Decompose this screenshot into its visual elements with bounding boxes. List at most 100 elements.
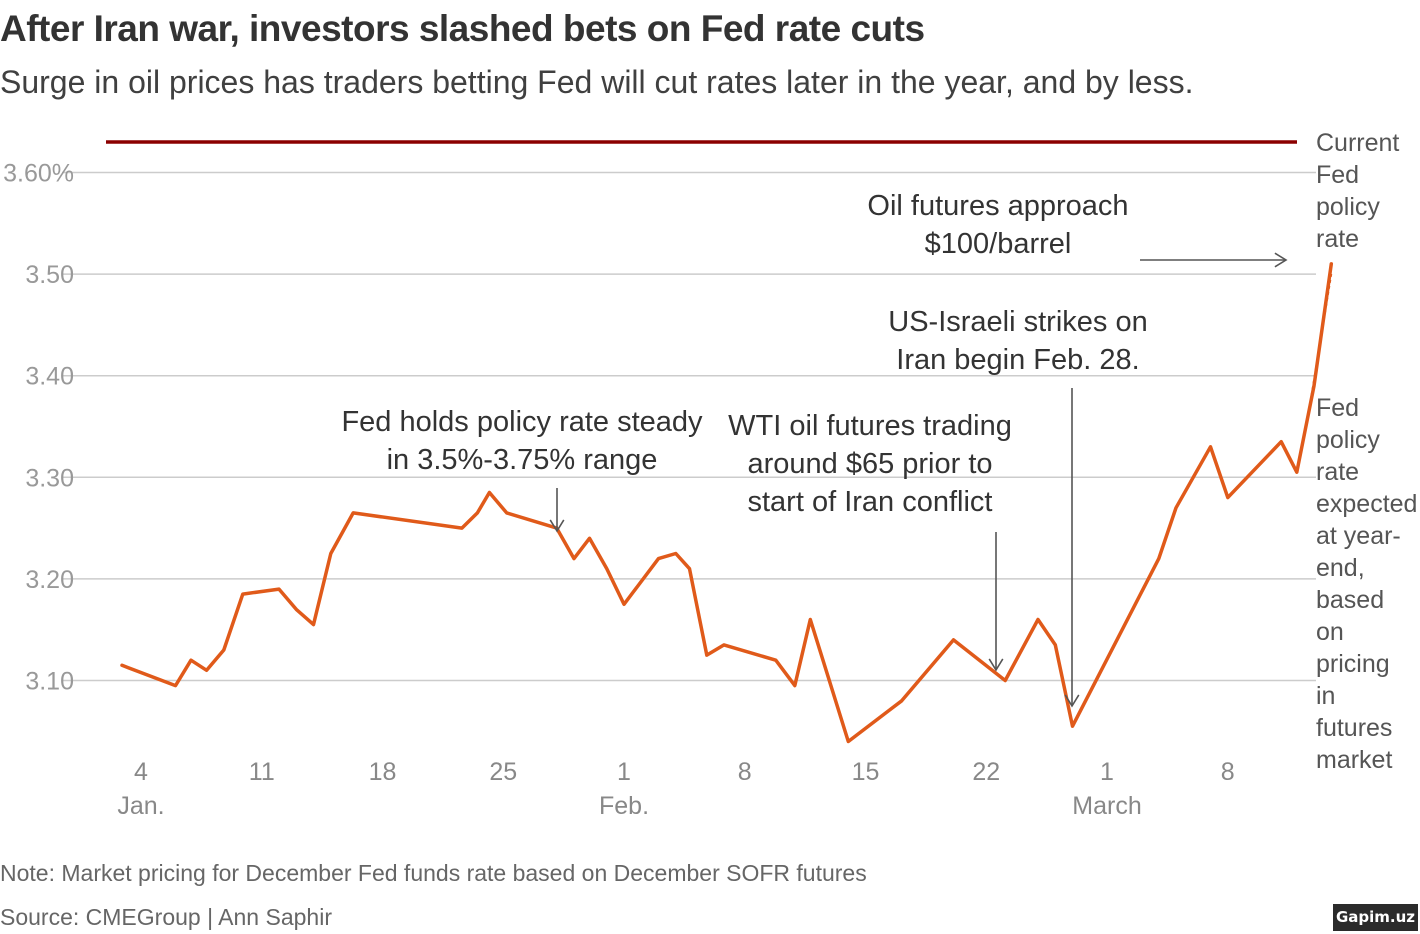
annotation-arrows [549, 252, 1288, 708]
chart-title: After Iran war, investors slashed bets o… [0, 8, 925, 49]
annotation-fed-holds-line-1: in 3.5%-3.75% range [387, 444, 658, 476]
series-point-7 [295, 608, 298, 611]
y-tick-label-3: 3.30 [25, 464, 74, 492]
x-tick-label-0: 4 [134, 758, 148, 786]
current-rate-label: Current Fed policy rate [1316, 129, 1399, 253]
series-point-41 [1312, 384, 1316, 388]
series-point-12 [476, 511, 479, 515]
series-point-33 [1054, 643, 1057, 647]
series-point-25 [774, 659, 777, 662]
annotation-fed-holds: Fed holds policy rate steady in 3.5%-3.75… [341, 406, 703, 476]
annotation-wti-65-line-1: around $65 prior to [747, 448, 992, 480]
series-point-6 [277, 587, 281, 591]
annotation-expected-line-4: at year- [1316, 522, 1401, 550]
chart-source: Source: CMEGroup | Ann Saphir [0, 904, 332, 930]
series-point-28 [847, 740, 850, 743]
arrow-wti-65 [988, 532, 1004, 672]
x-tick-label-3: 25 [489, 758, 517, 786]
annotation-strikes-line-1: Iran begin Feb. 28. [896, 344, 1139, 376]
current-rate-label-line-0: Current [1316, 129, 1399, 157]
arrow-oil-100-head [1274, 252, 1288, 268]
series-point-42 [1330, 262, 1333, 266]
x-tick-month-label-0: Jan. [117, 792, 164, 820]
x-tick-label-5: 8 [738, 758, 752, 786]
x-tick-month-label-4: Feb. [599, 792, 649, 820]
series-point-1 [174, 684, 177, 687]
annotation-oil-100-line-0: Oil futures approach [867, 190, 1128, 222]
series-point-27 [809, 618, 812, 621]
series-point-39 [1280, 440, 1283, 443]
current-rate-reference: Current Fed policy rate [106, 129, 1399, 253]
annotation-strikes-line-0: US-Israeli strikes on [888, 306, 1147, 338]
annotation-expected-line-2: rate [1316, 458, 1359, 486]
annotation-expected-line-7: on [1316, 618, 1344, 646]
arrow-fed-holds-head [549, 519, 565, 533]
series-point-11 [460, 526, 464, 530]
x-axis-tick-labels: 4 Jan. 11 18 25 1 Feb. 8 15 22 1 March 8 [117, 758, 1234, 820]
series-point-21 [674, 552, 677, 555]
annotation-fed-holds-line-0: Fed holds policy rate steady [341, 406, 703, 438]
annotation-oil-100-line-1: $100/barrel [925, 228, 1072, 260]
series-point-29 [900, 699, 903, 702]
arrow-strikes-head [1064, 694, 1080, 708]
annotation-expected-line-11: market [1316, 746, 1392, 774]
annotation-expected-line-3: expected [1316, 490, 1417, 518]
series-point-14 [505, 511, 508, 515]
x-tick-label-8: 1 [1100, 758, 1114, 786]
series-point-4 [222, 648, 225, 652]
annotation-expected-line-8: pricing [1316, 650, 1390, 678]
series-point-32 [1036, 618, 1040, 621]
current-rate-label-line-1: Fed [1316, 161, 1359, 189]
grid-lines [62, 171, 1316, 682]
x-tick-label-2: 18 [369, 758, 397, 786]
series-point-18 [605, 567, 608, 570]
annotation-expected-line-9: in [1316, 682, 1335, 710]
series-point-5 [241, 592, 244, 596]
series-point-22 [688, 567, 691, 570]
annotation-oil-100: Oil futures approach $100/barrel [867, 190, 1128, 260]
current-rate-label-line-3: rate [1316, 225, 1359, 253]
series-point-19 [622, 603, 626, 606]
series-point-35 [1157, 557, 1161, 560]
series-line [120, 262, 1334, 744]
series-layer [120, 262, 1334, 744]
series-point-36 [1174, 506, 1178, 509]
series-point-34 [1071, 725, 1074, 728]
series-point-13 [488, 491, 491, 494]
expected-connector-dotted [1309, 273, 1333, 406]
series-point-26 [793, 684, 796, 687]
series-point-17 [588, 537, 591, 540]
series-point-10 [352, 511, 355, 515]
y-tick-label-2: 3.40 [25, 363, 74, 391]
series-point-16 [572, 557, 576, 560]
x-tick-label-6: 15 [852, 758, 880, 786]
annotations: Fed holds policy rate steady in 3.5%-3.75… [341, 190, 1417, 774]
series-point-24 [722, 643, 726, 647]
y-tick-label-4: 3.20 [25, 566, 74, 594]
annotation-expected-line-5: end, [1316, 554, 1365, 582]
chart-note: Note: Market pricing for December Fed fu… [0, 860, 867, 886]
annotation-expected-line-10: futures [1316, 714, 1392, 742]
annotation-wti-65-line-0: WTI oil futures trading [728, 410, 1012, 442]
series-point-23 [705, 653, 708, 657]
series-point-0 [120, 664, 124, 667]
annotation-expected-line-1: policy [1316, 426, 1380, 454]
series-point-38 [1226, 496, 1230, 499]
current-rate-label-line-2: policy [1316, 193, 1380, 221]
series-point-31 [1004, 679, 1007, 682]
y-tick-label-1: 3.50 [25, 261, 74, 289]
series-point-9 [329, 552, 332, 555]
y-tick-label-0: 3.60% [3, 160, 74, 188]
annotation-wti-65: WTI oil futures trading around $65 prior … [728, 410, 1012, 518]
x-tick-label-9: 8 [1221, 758, 1235, 786]
y-axis-tick-labels: 3.60% 3.50 3.40 3.30 3.20 3.10 [3, 160, 74, 696]
x-tick-label-1: 11 [249, 758, 275, 786]
series-point-2 [189, 659, 193, 662]
arrow-wti-65-head [988, 658, 1004, 672]
x-tick-label-4: 1 [617, 758, 631, 786]
annotation-expected: Fed policy rate expected at year-end, based on… [1316, 394, 1417, 774]
annotation-expected-line-0: Fed [1316, 394, 1359, 422]
arrow-strikes [1064, 388, 1080, 708]
series-point-3 [205, 669, 208, 672]
